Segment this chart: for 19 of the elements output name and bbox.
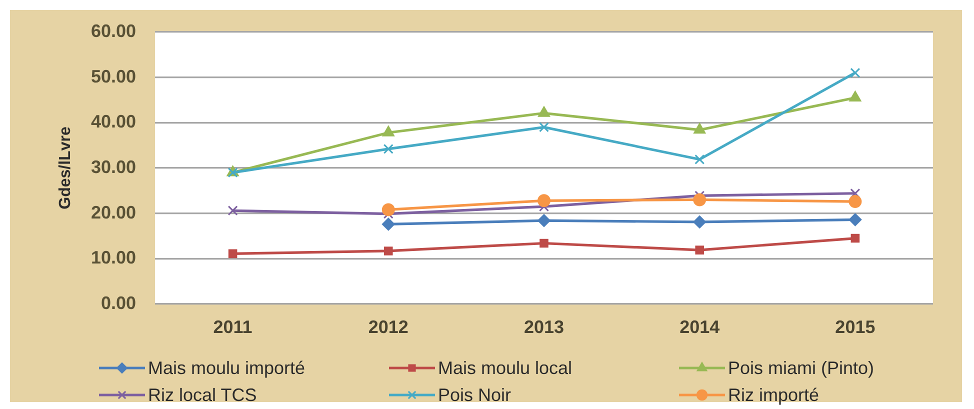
y-tick-label: 0.00 [100, 292, 136, 313]
legend-label: Riz importé [728, 384, 820, 405]
y-tick-label: 40.00 [90, 112, 136, 132]
legend-label: Pois Noir [438, 384, 512, 405]
y-tick-label: 30.00 [90, 156, 136, 177]
legend-label: Mais moulu importé [148, 358, 306, 378]
legend-label: Pois miami (Pinto) [728, 358, 874, 378]
x-tick-label: 2011 [213, 316, 252, 337]
x-tick-label: 2015 [835, 316, 876, 337]
y-tick-label: 60.00 [90, 20, 136, 41]
x-tick-label: 2014 [680, 316, 720, 337]
x-tick-label: 2013 [524, 316, 564, 337]
legend-label: Mais moulu local [438, 358, 572, 378]
y-axis-title: Gdes/lLvre [57, 126, 74, 210]
y-tick-label: 20.00 [90, 202, 136, 222]
x-tick-label: 2012 [368, 316, 408, 337]
y-tick-label: 10.00 [90, 248, 136, 268]
legend-label: Riz local TCS [148, 384, 257, 405]
y-tick-label: 50.00 [90, 66, 136, 86]
